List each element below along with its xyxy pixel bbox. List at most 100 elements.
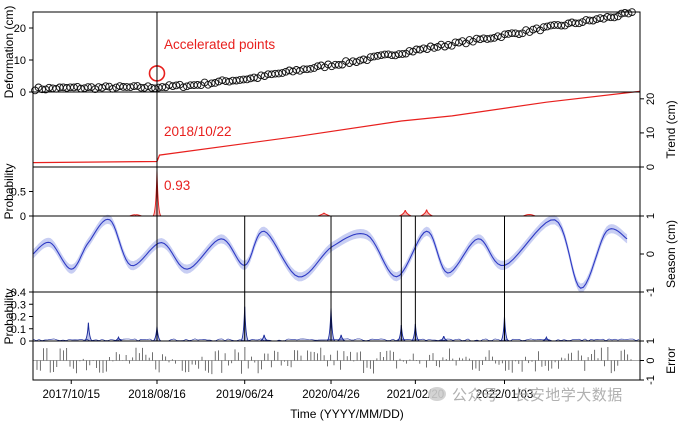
deformation-point: [183, 82, 191, 91]
deformation-point: [207, 79, 216, 88]
deformation-point: [557, 21, 566, 30]
trend-change-probability-ylabel: Probability: [2, 163, 16, 219]
deformation-point: [130, 82, 138, 90]
season-probability-peak: [84, 322, 93, 342]
season-change-probability-frame: [32, 291, 641, 342]
deformation-point: [373, 52, 382, 60]
deformation-ytick-label: 10: [14, 55, 26, 67]
deformation-point: [172, 81, 181, 90]
watermark: 公众号 · 长安地学大数据: [428, 384, 623, 405]
trend-change-probability-ytick-label: 0.5: [11, 187, 26, 199]
trend-probability-peak: [420, 209, 433, 217]
x-tick-label: 2017/10/15: [42, 389, 100, 401]
error-ylabel: Error: [664, 347, 678, 374]
accelerated-points-label: Accelerated points: [164, 37, 275, 52]
deformation-point: [306, 64, 315, 73]
deformation-point: [98, 83, 106, 92]
season-change-probability-ytick-label: 0: [20, 336, 26, 348]
deformation-point: [204, 80, 212, 89]
deformation-point: [500, 30, 509, 39]
season-ytick-label: -1: [645, 287, 657, 297]
deformation-point: [137, 83, 145, 92]
season-probability-peak: [259, 334, 269, 342]
deformation-point: [218, 76, 227, 85]
x-tick-label: 2022/01/03: [476, 389, 534, 401]
deformation-point: [387, 51, 396, 60]
deformation-point: [596, 14, 605, 22]
deformation-point: [398, 50, 407, 58]
deformation-point: [493, 32, 502, 41]
deformation-point: [158, 83, 167, 91]
deformation-point: [211, 79, 220, 87]
deformation-point: [334, 61, 343, 69]
deformation-point: [243, 75, 251, 84]
deformation-point: [370, 52, 378, 61]
deformation-point: [193, 81, 202, 89]
trend-ytick-label: 0: [645, 164, 657, 170]
deformation-point: [327, 62, 336, 71]
season-change-probability-ylabel: Probability: [2, 288, 16, 344]
deformation-point: [405, 47, 414, 55]
error-ytick-label: 1: [645, 338, 657, 344]
deformation-point: [430, 44, 439, 52]
season-line: [32, 218, 628, 289]
trend-ytick-label: 20: [645, 93, 657, 105]
deformation-point: [274, 69, 283, 78]
season-change-probability-ytick-label: 0.2: [11, 312, 26, 324]
season-change-probability-ytick-label: 0.1: [11, 324, 26, 336]
deformation-point: [366, 53, 375, 61]
season-probability-peak: [336, 334, 346, 342]
deformation-point: [444, 40, 453, 49]
x-tick-label: 2018/08/16: [128, 389, 186, 401]
deformation-point: [391, 51, 400, 60]
deformation-point: [352, 58, 361, 66]
deformation-point: [144, 82, 152, 91]
season-change-probability-ytick-label: 0.3: [11, 299, 26, 311]
deformation-point: [179, 83, 188, 92]
deformation-point: [465, 36, 474, 44]
deformation-point: [101, 82, 110, 91]
deformation-ytick-label: 0: [20, 87, 26, 99]
deformation-point: [419, 44, 428, 53]
trend-change-probability-frame: [32, 166, 641, 217]
deformation-point: [225, 77, 234, 86]
trend-date-label: 2018/10/22: [164, 124, 232, 139]
season-ytick-label: 1: [645, 213, 657, 219]
trend-line: [32, 90, 641, 164]
deformation-point: [585, 16, 594, 25]
deformation-point: [313, 62, 322, 71]
deformation-point: [543, 22, 552, 31]
deformation-point: [84, 83, 92, 91]
watermark-text: 公众号 · 长安地学大数据: [452, 386, 623, 404]
wechat-icon: [428, 387, 446, 401]
deformation-point: [412, 45, 421, 54]
deformation-point: [599, 14, 608, 23]
deformation-point: [589, 16, 597, 25]
deformation-point: [45, 83, 53, 92]
deformation-point: [515, 30, 523, 38]
season-uncertainty-band: [33, 214, 628, 293]
season-change-probability-ytick-label: 0.4: [11, 287, 26, 299]
deformation-ytick-label: 20: [14, 23, 26, 35]
trend-probability-value-label: 0.93: [164, 178, 190, 193]
deformation-point: [168, 82, 177, 90]
season-ytick-label: 0: [645, 251, 657, 257]
deformation-point: [303, 65, 311, 74]
deformation-point: [610, 13, 619, 22]
deformation-point: [296, 66, 304, 75]
deformation-ylabel: Deformation (cm): [2, 6, 16, 99]
trend-probability-peak: [317, 212, 331, 217]
trend-ytick-label: 10: [645, 127, 657, 139]
deformation-point: [133, 82, 142, 90]
season-ylabel: Season (cm): [664, 220, 678, 288]
deformation-point: [359, 55, 368, 64]
trend-frame: [32, 91, 641, 168]
deformation-point: [624, 9, 633, 18]
error-ytick-label: -1: [645, 375, 657, 385]
deformation-point: [34, 83, 43, 92]
deformation-point: [575, 19, 583, 28]
x-tick-label: 2019/06/24: [216, 389, 274, 401]
error-ytick-label: 0: [645, 357, 657, 363]
trend-ylabel: Trend (cm): [664, 100, 678, 158]
